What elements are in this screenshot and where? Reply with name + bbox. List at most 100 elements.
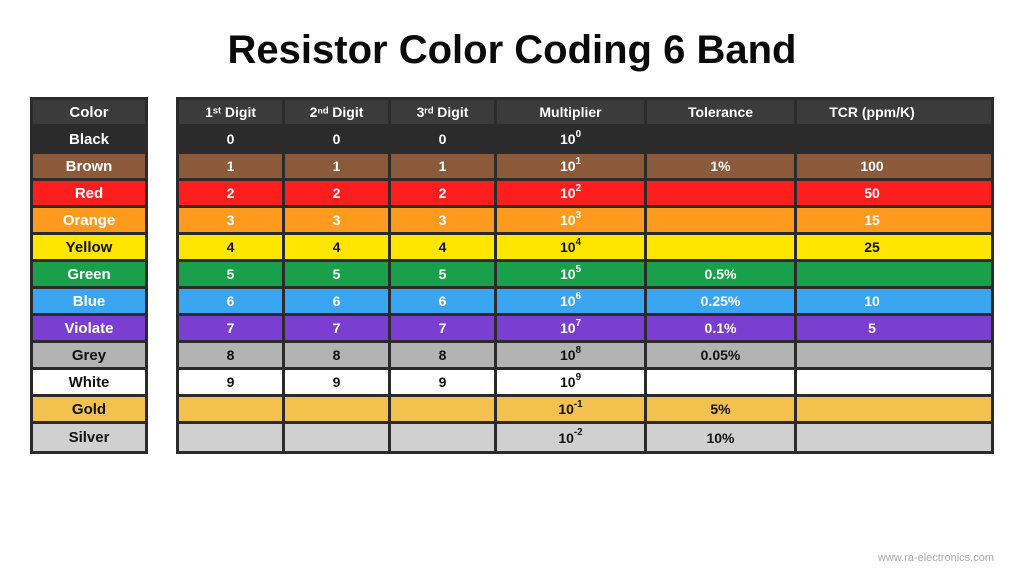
- mult-base: 10: [560, 185, 576, 201]
- cell-d3: 3: [391, 208, 497, 232]
- table-row: 7771070.1%5: [179, 316, 991, 343]
- mult-base: 10: [560, 347, 576, 363]
- color-name-label: Brown: [33, 158, 145, 175]
- cell-d2: 8: [285, 343, 391, 367]
- color-row: Gold: [33, 397, 145, 424]
- mult-exp: 5: [576, 264, 581, 275]
- cell-tolerance: 10%: [647, 424, 797, 451]
- table-row: 33310315: [179, 208, 991, 235]
- header-tcr: TCR (ppm/K): [797, 100, 947, 124]
- cell-d2: 2: [285, 181, 391, 205]
- mult-exp: 6: [576, 291, 581, 302]
- mult-exp: 0: [576, 129, 581, 140]
- cell-d1: 9: [179, 370, 285, 394]
- cell-multiplier: 102: [497, 181, 647, 205]
- color-row: Black: [33, 127, 145, 154]
- mult-exp: -2: [574, 427, 583, 438]
- cell-tolerance: [647, 208, 797, 232]
- cell-d1: 6: [179, 289, 285, 313]
- cell-tcr: 5: [797, 316, 947, 340]
- header-mult: Multiplier: [497, 100, 647, 124]
- color-row: Yellow: [33, 235, 145, 262]
- color-name-label: Blue: [33, 293, 145, 310]
- mult-base: 10: [560, 320, 576, 336]
- cell-d1: 3: [179, 208, 285, 232]
- footer-credit: www.ra-electronics.com: [878, 552, 994, 564]
- color-row: Violate: [33, 316, 145, 343]
- mult-base: 10: [560, 131, 576, 147]
- cell-d3: 9: [391, 370, 497, 394]
- cell-multiplier: 103: [497, 208, 647, 232]
- cell-d3: [391, 397, 497, 421]
- table-row: 000100: [179, 127, 991, 154]
- cell-d1: 7: [179, 316, 285, 340]
- cell-multiplier: 106: [497, 289, 647, 313]
- cell-d2: 6: [285, 289, 391, 313]
- mult-base: 10: [560, 266, 576, 282]
- cell-tcr: 25: [797, 235, 947, 259]
- mult-exp: 3: [576, 210, 581, 221]
- cell-tcr: [797, 127, 947, 151]
- data-header-row: 1ˢᵗ Digit 2ⁿᵈ Digit 3ʳᵈ Digit Multiplier…: [179, 100, 991, 127]
- color-name-label: Yellow: [33, 239, 145, 256]
- cell-tcr: [797, 424, 947, 451]
- cell-multiplier: 10-2: [497, 424, 647, 451]
- color-row: Red: [33, 181, 145, 208]
- mult-exp: 1: [576, 156, 581, 167]
- header-color-label: Color: [69, 104, 108, 121]
- color-row: Silver: [33, 424, 145, 451]
- color-name-label: Violate: [33, 320, 145, 337]
- cell-d2: 7: [285, 316, 391, 340]
- table-row: 44410425: [179, 235, 991, 262]
- cell-tcr: [797, 397, 947, 421]
- page-title: Resistor Color Coding 6 Band: [0, 0, 1024, 97]
- color-row: Orange: [33, 208, 145, 235]
- cell-d1: 4: [179, 235, 285, 259]
- cell-d1: 5: [179, 262, 285, 286]
- cell-tolerance: 5%: [647, 397, 797, 421]
- cell-d1: 2: [179, 181, 285, 205]
- cell-tolerance: [647, 235, 797, 259]
- table-row: 22210250: [179, 181, 991, 208]
- cell-d3: 4: [391, 235, 497, 259]
- cell-multiplier: 10-1: [497, 397, 647, 421]
- cell-tolerance: 0.5%: [647, 262, 797, 286]
- header-d2: 2ⁿᵈ Digit: [285, 100, 391, 124]
- table-row: 10-210%: [179, 424, 991, 451]
- cell-tcr: 10: [797, 289, 947, 313]
- cell-tolerance: 0.05%: [647, 343, 797, 367]
- cell-d1: [179, 424, 285, 451]
- cell-multiplier: 109: [497, 370, 647, 394]
- data-column: 1ˢᵗ Digit 2ⁿᵈ Digit 3ʳᵈ Digit Multiplier…: [176, 97, 994, 454]
- cell-multiplier: 100: [497, 127, 647, 151]
- cell-tcr: [797, 262, 947, 286]
- mult-exp: 8: [576, 345, 581, 356]
- table-row: 999109: [179, 370, 991, 397]
- cell-d1: 1: [179, 154, 285, 178]
- color-name-label: White: [33, 374, 145, 391]
- mult-base: 10: [560, 374, 576, 390]
- mult-base: 10: [560, 212, 576, 228]
- cell-tolerance: 1%: [647, 154, 797, 178]
- mult-exp: -1: [574, 399, 583, 410]
- table-row: 1111011%100: [179, 154, 991, 181]
- mult-exp: 9: [576, 372, 581, 383]
- cell-tcr: [797, 370, 947, 394]
- table-row: 8881080.05%: [179, 343, 991, 370]
- color-header: Color: [33, 100, 145, 127]
- cell-d2: 5: [285, 262, 391, 286]
- cell-tolerance: [647, 370, 797, 394]
- cell-tolerance: 0.25%: [647, 289, 797, 313]
- header-tol: Tolerance: [647, 100, 797, 124]
- mult-base: 10: [560, 239, 576, 255]
- color-name-label: Green: [33, 266, 145, 283]
- cell-tcr: [797, 343, 947, 367]
- header-d3: 3ʳᵈ Digit: [391, 100, 497, 124]
- cell-d2: 3: [285, 208, 391, 232]
- cell-tcr: 100: [797, 154, 947, 178]
- cell-d3: 1: [391, 154, 497, 178]
- mult-base: 10: [560, 293, 576, 309]
- cell-d3: 0: [391, 127, 497, 151]
- mult-exp: 7: [576, 318, 581, 329]
- color-column: Color Black Brown RedOrange Yellow Green Blue…: [30, 97, 148, 454]
